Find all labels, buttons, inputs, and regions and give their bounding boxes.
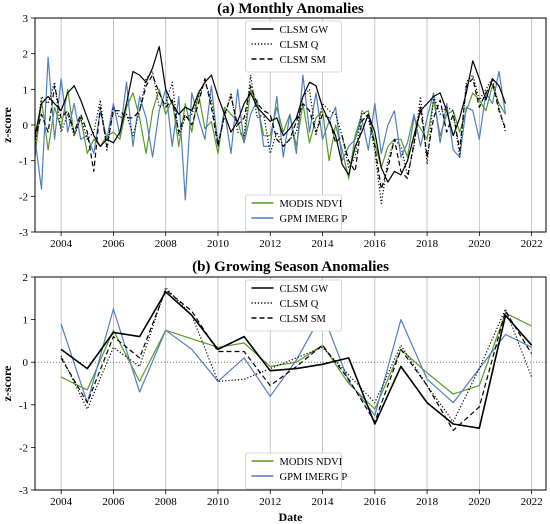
legend: MODIS NDVI GPM IMERG P <box>245 452 348 490</box>
chart-title: (b) Growing Season Anomalies <box>192 259 389 275</box>
y-tick-label: -3 <box>19 227 29 239</box>
x-tick-label: 2012 <box>259 238 281 250</box>
x-tick-label: 2006 <box>102 496 125 508</box>
y-tick-label: 2 <box>23 272 29 284</box>
legend-label-gpm-imerg-p: GPM IMERG P <box>280 472 348 483</box>
legend-label-clsm-q: CLSM Q <box>280 40 319 51</box>
series-line-gpm-imerg-p <box>60 308 532 416</box>
y-tick-label: 0 <box>23 120 29 132</box>
legend-label-clsm-sm: CLSM SM <box>280 55 327 66</box>
y-axis-label: z-score <box>0 365 14 401</box>
series-line-clsm-gw <box>35 45 507 183</box>
legend-label-clsm-sm: CLSM SM <box>280 314 327 325</box>
legend: CLSM GW CLSM Q CLSM SM <box>245 20 342 73</box>
x-tick-label: 2018 <box>416 238 439 250</box>
legend-label-gpm-imerg-p: GPM IMERG P <box>280 214 348 225</box>
y-tick-label: -2 <box>19 442 28 454</box>
series-line-clsm-gw <box>60 291 533 430</box>
plot-frame <box>34 276 547 491</box>
legend: MODIS NDVI GPM IMERG P <box>245 194 348 232</box>
x-tick-label: 2004 <box>50 496 73 508</box>
x-axis-label: Date <box>279 510 304 524</box>
panel-growing-season: (b) Growing Season Anomalies 2004 2006 2008… <box>0 259 547 524</box>
x-tick-label: 2020 <box>468 238 491 250</box>
x-tick-label: 2006 <box>102 238 125 250</box>
legend-label-modis-ndvi: MODIS NDVI <box>280 457 343 468</box>
y-tick-label: 3 <box>23 13 29 25</box>
x-tick-label: 2022 <box>521 496 543 508</box>
x-tick-label: 2010 <box>207 238 230 250</box>
series-line-modis-ndvi <box>35 85 507 180</box>
y-tick-label: -2 <box>19 191 28 203</box>
series-line-clsm-sm <box>60 289 533 431</box>
x-tick-label: 2020 <box>468 496 491 508</box>
y-tick-label: 0 <box>23 357 29 369</box>
x-tick-label: 2014 <box>312 238 335 250</box>
series-line-gpm-imerg-p <box>35 56 507 201</box>
x-tick-label: 2008 <box>155 238 178 250</box>
x-tick-label: 2022 <box>521 238 543 250</box>
legend-label-clsm-q: CLSM Q <box>280 299 319 310</box>
y-axis-label: z-score <box>0 106 14 142</box>
legend-label-modis-ndvi: MODIS NDVI <box>280 199 343 210</box>
legend-label-clsm-gw: CLSM GW <box>280 284 329 295</box>
legend-box <box>245 194 342 232</box>
legend-label-clsm-gw: CLSM GW <box>280 25 329 36</box>
x-tick-label: 2016 <box>364 496 387 508</box>
y-tick-label: -1 <box>19 156 28 168</box>
legend: CLSM GW CLSM Q CLSM SM <box>245 279 342 332</box>
x-tick-label: 2016 <box>364 238 387 250</box>
x-tick-label: 2008 <box>155 496 178 508</box>
y-tick-label: -1 <box>19 400 28 412</box>
x-tick-label: 2014 <box>312 496 335 508</box>
y-tick-label: 2 <box>23 49 29 61</box>
y-tick-label: 1 <box>23 84 29 96</box>
y-tick-label: 1 <box>23 315 29 327</box>
chart-title: (a) Monthly Anomalies <box>217 1 364 17</box>
x-tick-label: 2010 <box>207 496 230 508</box>
plot-frame <box>34 17 547 233</box>
series-line-modis-ndvi <box>60 312 532 410</box>
x-tick-label: 2004 <box>50 238 73 250</box>
legend-box <box>245 452 342 490</box>
x-tick-label: 2012 <box>259 496 281 508</box>
y-tick-label: -3 <box>19 485 29 497</box>
x-tick-label: 2018 <box>416 496 439 508</box>
